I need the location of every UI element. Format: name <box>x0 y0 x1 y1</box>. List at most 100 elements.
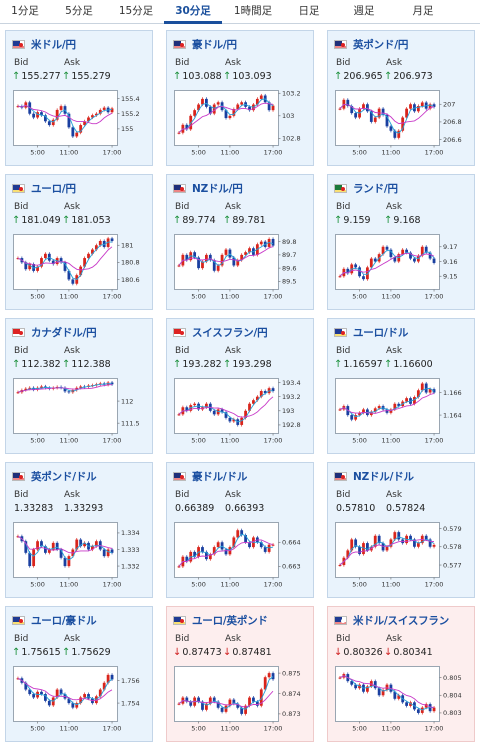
timeframe-tabs: 1分足 5分足 15分足 30分足 1時間足 日足 週足 月足 <box>0 0 480 24</box>
pair-name[interactable]: ユーロ/ドル <box>353 326 409 339</box>
candle <box>232 537 236 548</box>
x-tick-label: 5:00 <box>352 293 367 301</box>
tab-1[interactable]: 5分足 <box>65 5 93 17</box>
rate-card-zarjpy[interactable]: ランド/円 Bid Ask ↑9.159 ↑9.168 9.17 9.16 9.15 5:00 1… <box>327 174 475 310</box>
candle <box>389 249 393 258</box>
candle <box>385 114 389 127</box>
rate-card-audusd[interactable]: 豪ドル/ドル Bid Ask 0.66389 0.66393 0.664 0.663 5:00… <box>166 462 314 598</box>
tab-4[interactable]: 1時間足 <box>233 5 273 17</box>
price-chart[interactable]: 103.2 103 102.8 5:00 11:00 17:00 <box>174 90 302 156</box>
pair-name[interactable]: NZドル/円 <box>192 182 243 195</box>
pair-name[interactable]: スイスフラン/円 <box>192 326 268 339</box>
rate-card-nzdusd[interactable]: NZドル/ドル Bid Ask 0.57810 0.57824 0.579 0.578 0.5… <box>327 462 475 598</box>
up-arrow-icon: ↑ <box>62 215 71 226</box>
candle <box>24 262 28 270</box>
candle <box>185 556 189 562</box>
rate-card-euraud[interactable]: ユーロ/豪ドル Bid Ask ↑1.75615 ↑1.75629 1.756 1.754 5… <box>5 606 153 742</box>
pair-name[interactable]: ユーロ/豪ドル <box>31 614 97 627</box>
candle <box>236 104 240 110</box>
price-chart[interactable]: 0.579 0.578 0.577 5:00 11:00 17:00 <box>335 522 463 588</box>
ma-slow-line <box>339 675 435 709</box>
price-chart[interactable]: 0.875 0.874 0.873 5:00 11:00 17:00 <box>174 666 302 732</box>
price-chart[interactable]: 155.4 155.2 155 5:00 11:00 17:00 <box>13 90 141 156</box>
candle <box>59 106 63 110</box>
pair-name[interactable]: NZドル/ドル <box>353 470 414 483</box>
rate-card-cadjpy[interactable]: カナダドル/円 Bid Ask ↑112.382 ↑112.388 112 111.5 5:0… <box>5 318 153 454</box>
pair-name[interactable]: ユーロ/英ポンド <box>192 614 268 627</box>
pair-name[interactable]: ランド/円 <box>353 182 398 195</box>
price-chart[interactable]: 193.4 193.2 193 192.8 5:00 11:00 17:00 <box>174 378 302 444</box>
candle <box>110 108 114 113</box>
price-chart[interactable]: 9.17 9.16 9.15 5:00 11:00 17:00 <box>335 234 463 300</box>
candle <box>216 102 220 105</box>
price-chart[interactable]: 1.334 1.333 1.332 5:00 11:00 17:00 <box>13 522 141 588</box>
candle <box>338 276 342 278</box>
rate-card-audjpy[interactable]: 豪ドル/円 Bid Ask ↑103.088 ↑103.093 103.2 103 102.8… <box>166 30 314 166</box>
rate-card-chfjpy[interactable]: スイスフラン/円 Bid Ask ↑193.282 ↑193.298 193.4 193.2… <box>166 318 314 454</box>
rate-card-eurusd[interactable]: ユーロ/ドル Bid Ask ↑1.16597 ↑1.16600 1.166 1.164 5:… <box>327 318 475 454</box>
pair-name[interactable]: カナダドル/円 <box>31 326 97 339</box>
card-header: ユーロ/豪ドル <box>12 613 97 627</box>
y-tick-label: 1.756 <box>121 677 140 685</box>
chart-svg: 1.166 1.164 5:00 11:00 17:00 <box>335 378 462 444</box>
plot-area <box>335 90 440 146</box>
rate-card-gbpusd[interactable]: 英ポンド/ドル Bid Ask 1.33283 1.33293 1.334 1.333 1.3… <box>5 462 153 598</box>
rate-card-nzdjpy[interactable]: NZドル/円 Bid Ask ↑89.774 ↑89.781 89.8 89.7 89.6 89… <box>166 174 314 310</box>
nz-jp-flag-icon <box>173 183 186 193</box>
rate-card-gbpjpy[interactable]: 英ポンド/円 Bid Ask ↑206.965 ↑206.973 207 206.8 206.… <box>327 30 475 166</box>
candle <box>240 707 244 714</box>
candle <box>55 689 59 698</box>
ma-fast-line <box>17 677 113 706</box>
ask-value-group: ↑193.298 <box>223 359 272 370</box>
rate-card-usdchf[interactable]: 米ドル/スイスフラン Bid Ask ↓0.80326 ↓0.80341 0.805 0.8… <box>327 606 475 742</box>
pair-name[interactable]: 英ポンド/円 <box>353 38 409 51</box>
rate-card-eurgbp[interactable]: ユーロ/英ポンド Bid Ask ↓0.87473 ↓0.87481 0.875 0.874… <box>166 606 314 742</box>
tab-5[interactable]: 日足 <box>298 5 320 17</box>
y-tick-label: 193 <box>282 407 294 415</box>
y-tick-label: 102.8 <box>282 135 301 143</box>
ask-label: Ask <box>225 490 242 500</box>
price-chart[interactable]: 1.166 1.164 5:00 11:00 17:00 <box>335 378 463 444</box>
price-chart[interactable]: 112 111.5 5:00 11:00 17:00 <box>13 378 141 444</box>
up-arrow-icon: ↑ <box>334 71 343 82</box>
candle <box>432 389 436 393</box>
pair-name[interactable]: 豪ドル/円 <box>192 38 237 51</box>
x-tick-label: 5:00 <box>352 581 367 589</box>
ask-value-group: ↑155.279 <box>62 71 111 82</box>
bid-value-group: ↓0.80326 <box>334 647 383 658</box>
price-chart[interactable]: 0.664 0.663 5:00 11:00 17:00 <box>174 522 302 588</box>
candle <box>177 132 181 134</box>
candle <box>420 102 424 107</box>
pair-name[interactable]: 米ドル/スイスフラン <box>353 614 450 627</box>
rate-card-eurjpy[interactable]: ユーロ/円 Bid Ask ↑181.049 ↑181.053 181 180.8 180.6… <box>5 174 153 310</box>
tab-0[interactable]: 1分足 <box>11 5 39 17</box>
tab-6[interactable]: 週足 <box>353 5 375 17</box>
price-chart[interactable]: 207 206.8 206.6 5:00 11:00 17:00 <box>335 90 463 156</box>
ask-label: Ask <box>225 202 242 212</box>
candle <box>185 254 189 261</box>
candle <box>75 132 79 137</box>
ask-value-group: ↑103.093 <box>223 71 272 82</box>
pair-name[interactable]: 豪ドル/ドル <box>192 470 248 483</box>
candle <box>87 117 90 122</box>
tab-3[interactable]: 30分足 <box>164 0 222 24</box>
candle <box>381 246 385 255</box>
candle <box>98 689 102 697</box>
pair-name[interactable]: ユーロ/円 <box>31 182 76 195</box>
x-tick-label: 17:00 <box>264 149 283 157</box>
price-chart[interactable]: 1.756 1.754 5:00 11:00 17:00 <box>13 666 141 732</box>
y-tick-label: 111.5 <box>121 419 140 427</box>
price-chart[interactable]: 89.8 89.7 89.6 89.5 5:00 11:00 17:00 <box>174 234 302 300</box>
x-tick-label: 17:00 <box>103 149 122 157</box>
pair-name[interactable]: 米ドル/円 <box>31 38 76 51</box>
candle <box>16 536 20 538</box>
up-arrow-icon: ↑ <box>62 359 71 370</box>
price-chart[interactable]: 0.805 0.804 0.803 5:00 11:00 17:00 <box>335 666 463 732</box>
tab-7[interactable]: 月足 <box>412 5 434 17</box>
candle <box>40 386 43 388</box>
price-chart[interactable]: 181 180.8 180.6 5:00 11:00 17:00 <box>13 234 141 300</box>
rate-card-usdjpy[interactable]: 米ドル/円 Bid Ask ↑155.277 ↑155.279 155.4 155.2 155… <box>5 30 153 166</box>
tab-2[interactable]: 15分足 <box>118 5 154 17</box>
candle <box>377 688 381 696</box>
pair-name[interactable]: 英ポンド/ドル <box>31 470 97 483</box>
